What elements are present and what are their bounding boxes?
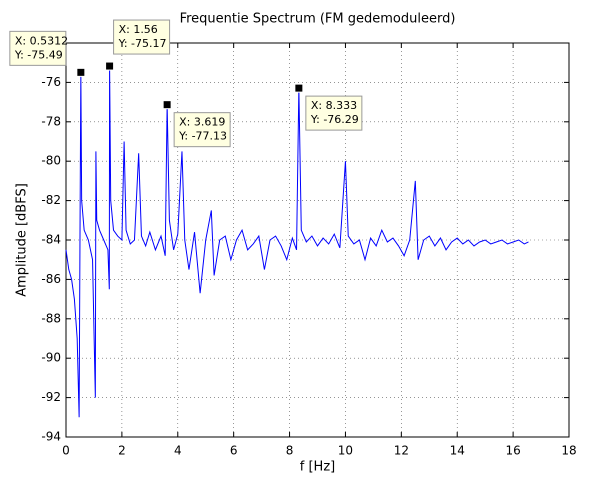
datatip-text: X: 3.619	[179, 116, 225, 129]
datatip-text: Y: -76.29	[310, 113, 359, 126]
y-tick-label: -78	[41, 114, 61, 128]
y-tick-label: -86	[41, 272, 61, 286]
x-tick-label: 6	[230, 444, 238, 458]
y-tick-label: -92	[41, 390, 61, 404]
x-tick-label: 18	[561, 444, 576, 458]
x-tick-label: 12	[394, 444, 409, 458]
y-tick-label: -88	[41, 311, 61, 325]
y-tick-label: -84	[41, 233, 61, 247]
x-tick-label: 2	[118, 444, 126, 458]
y-tick-label: -94	[41, 430, 61, 444]
y-tick-label: -82	[41, 193, 61, 207]
x-tick-label: 10	[338, 444, 353, 458]
datatip-box	[173, 112, 231, 148]
datatip-box	[305, 95, 363, 131]
datatip-text: X: 8.333	[311, 99, 357, 112]
datatip-marker	[162, 100, 172, 110]
datatip-marker	[105, 61, 115, 71]
datatip-text: Y: -75.17	[118, 37, 167, 50]
datatip-box	[113, 19, 171, 55]
datatip-text: X: 1.56	[119, 23, 158, 36]
x-tick-label: 16	[505, 444, 520, 458]
datatip: X: 1.56Y: -75.17	[105, 19, 171, 71]
spectrum-line	[65, 66, 529, 418]
y-tick-label: -80	[41, 154, 61, 168]
y-tick-label: -90	[41, 351, 61, 365]
x-tick-label: 8	[286, 444, 294, 458]
datatip-text: Y: -75.49	[14, 48, 63, 61]
datatip-marker	[76, 67, 86, 77]
axes-box	[65, 42, 570, 438]
datatip-text: X: 0.5312	[15, 34, 68, 47]
datatip-marker	[294, 83, 304, 93]
datatip-box	[9, 30, 67, 66]
datatip-text: Y: -77.13	[178, 130, 227, 143]
x-tick-label: 14	[450, 444, 465, 458]
x-tick-label: 0	[62, 444, 70, 458]
y-axis-label: Amplitude [dBFS]	[15, 183, 30, 297]
x-axis-label: f [Hz]	[300, 460, 335, 475]
chart-title: Frequentie Spectrum (FM gedemoduleerd)	[180, 12, 456, 27]
y-tick-label: -76	[41, 75, 61, 89]
x-tick-label: 4	[174, 444, 182, 458]
